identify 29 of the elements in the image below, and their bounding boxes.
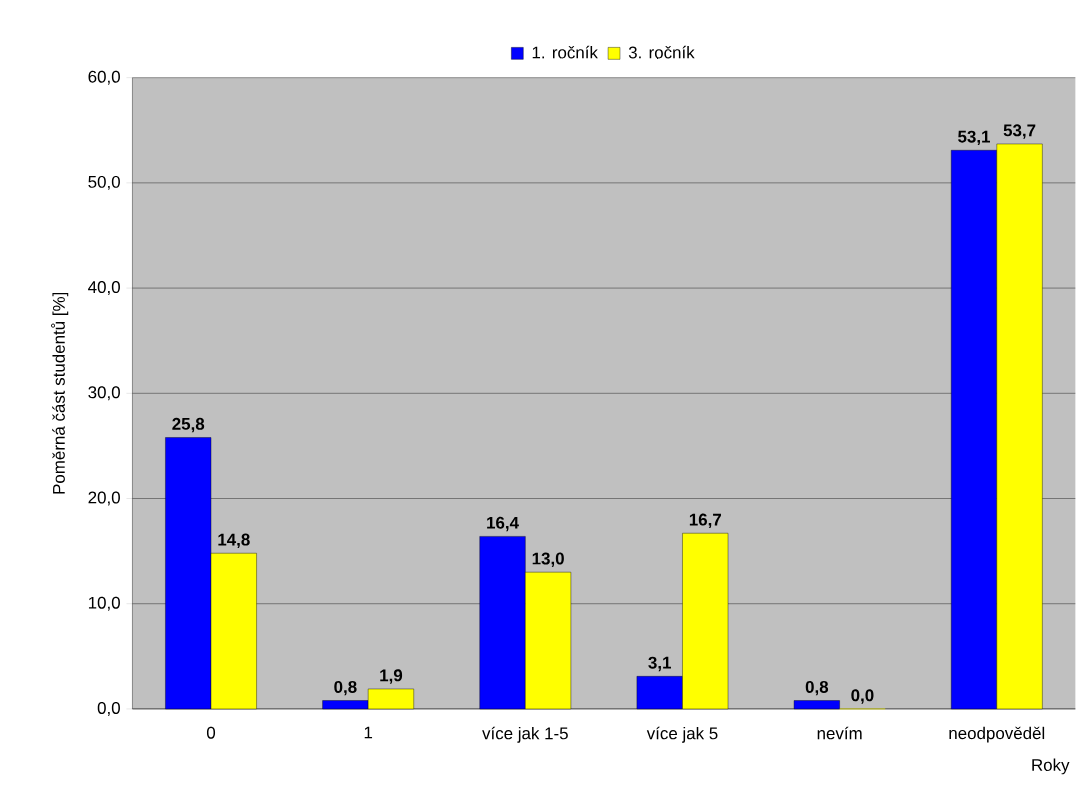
data-label: 13,0 [532,552,564,568]
legend-label: 3. ročník [628,46,695,59]
x-tick-label: více jak 1-5 [482,726,568,743]
x-tick-label: neodpověděl [949,726,1045,743]
y-tick-label: 0,0 [97,702,120,717]
y-tick-label: 50,0 [88,176,120,191]
data-label: 53,1 [958,130,990,146]
data-label: 3,1 [648,656,671,672]
data-label: 16,4 [487,517,519,532]
x-tick-label: více jak 5 [646,726,718,743]
x-tick-label: nevím [817,726,862,740]
y-axis-title: Poměrná část studentů [%] [51,293,69,494]
y-tick-label: 20,0 [88,491,120,506]
data-label: 1,9 [380,669,403,684]
y-tick-label: 30,0 [88,386,120,401]
legend-label: 1. ročník [532,46,598,59]
y-tick-label: 60,0 [88,70,120,85]
data-label: 53,7 [1003,124,1036,139]
x-tick-label: 0 [206,726,216,739]
data-label: 14,8 [218,533,250,549]
y-tick-label: 40,0 [88,281,120,296]
x-tick-label: 1 [364,726,373,739]
data-label: 16,7 [689,513,721,529]
y-tick-label: 10,0 [88,596,120,611]
x-axis-title: Roky [1032,758,1070,775]
data-label: 25,8 [172,418,205,433]
data-label: 0,8 [334,681,357,696]
data-label: 0,8 [805,681,829,696]
data-label: 0,0 [851,689,874,704]
